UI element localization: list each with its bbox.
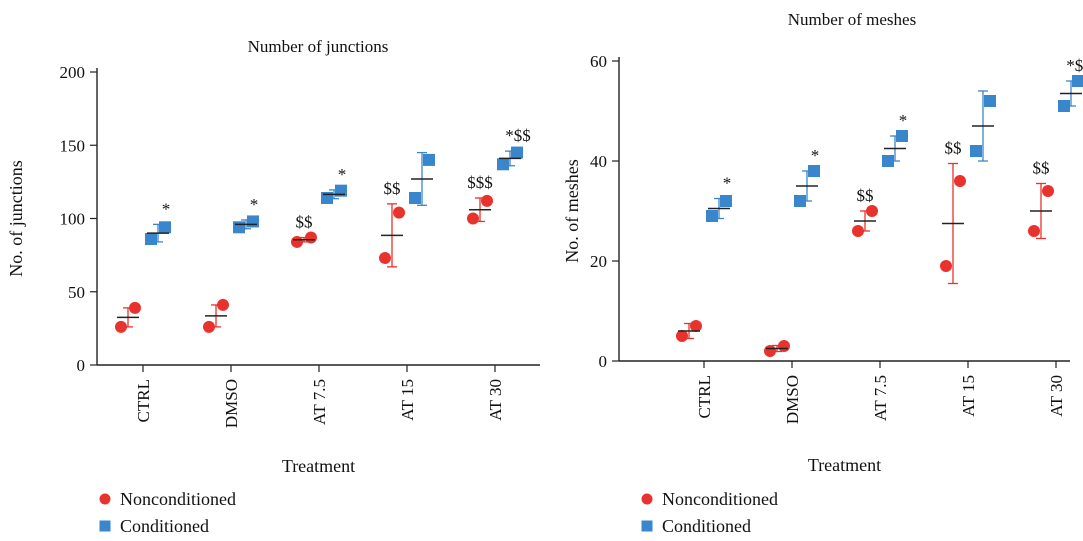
data-point [291, 235, 303, 248]
data-point [1058, 100, 1070, 112]
y-tick-label: 200 [60, 63, 86, 82]
x-tick-label: DMSO [222, 379, 241, 428]
data-point [247, 215, 259, 228]
data-point [305, 231, 317, 244]
significance-label: * [338, 165, 347, 184]
data-point [423, 153, 435, 166]
y-axis-label: No. of junctions [6, 160, 26, 277]
x-tick-label: AT 30 [1047, 375, 1066, 417]
data-point [882, 155, 894, 167]
data-point [145, 233, 157, 246]
legend-marker-square [641, 520, 653, 532]
x-tick-label: CTRL [695, 375, 714, 418]
data-point [467, 212, 479, 225]
data-point [203, 320, 215, 333]
legend-label-conditioned: Conditioned [120, 516, 209, 536]
data-point [764, 345, 776, 357]
data-point [497, 158, 509, 171]
data-point [778, 340, 790, 352]
significance-label: $$ [857, 186, 874, 205]
x-tick-label: AT 30 [486, 379, 505, 421]
data-point [233, 221, 245, 234]
legend: Nonconditioned Conditioned [641, 489, 778, 536]
y-tick-label: 0 [77, 356, 86, 375]
y-axis-label: No. of meshes [562, 159, 582, 262]
data-point [379, 252, 391, 265]
series-nonconditioned: $$ $$ $$ [676, 139, 1054, 357]
legend: Nonconditioned Conditioned [99, 489, 236, 536]
y-tick-label: 100 [60, 210, 86, 229]
chart-panel-1: Number of junctions 0 50 100 150 200 No. of ju… [6, 37, 540, 536]
data-point [690, 320, 702, 332]
data-point [1042, 185, 1054, 197]
data-point [794, 195, 806, 207]
legend-label-conditioned: Conditioned [662, 516, 751, 536]
series-conditioned: * * * *$$ [145, 126, 531, 246]
data-point [866, 205, 878, 217]
significance-label: $$ [945, 139, 962, 158]
significance-label: * [162, 199, 171, 218]
data-point [896, 130, 908, 142]
data-point [1028, 225, 1040, 237]
data-point [940, 260, 952, 272]
significance-label: *$$ [505, 126, 531, 145]
significance-label: * [723, 174, 732, 193]
data-point [720, 195, 732, 207]
data-point [970, 145, 982, 157]
series-conditioned: * * * *$$ [706, 56, 1083, 222]
legend-label-nonconditioned: Nonconditioned [662, 489, 778, 509]
significance-label: $$ [384, 179, 401, 198]
x-tick-label: AT 7.5 [871, 375, 890, 421]
chart-title: Number of meshes [788, 10, 916, 29]
chart-panel-2: Number of meshes 0 20 40 60 No. of meshes CTRL… [562, 10, 1083, 536]
data-point [984, 95, 996, 107]
legend-marker-square [99, 520, 111, 532]
x-axis-label: Treatment [282, 456, 355, 476]
y-tick-label: 40 [590, 152, 607, 171]
significance-label: * [899, 111, 908, 130]
y-tick-label: 20 [590, 252, 607, 271]
y-tick-label: 0 [599, 352, 608, 371]
data-point [852, 225, 864, 237]
data-point [1072, 75, 1083, 87]
x-axis-label: Treatment [808, 455, 881, 475]
data-point [129, 301, 141, 314]
data-point [115, 320, 127, 333]
significance-label: * [811, 146, 820, 165]
y-tick-label: 60 [590, 52, 607, 71]
y-tick-label: 50 [68, 283, 85, 302]
legend-label-nonconditioned: Nonconditioned [120, 489, 236, 509]
x-tick-label: CTRL [134, 379, 153, 422]
series-nonconditioned: $$$$ $$$ [115, 173, 493, 333]
data-point [808, 165, 820, 177]
data-point [409, 191, 421, 204]
significance-label: $$ [1033, 159, 1050, 178]
data-point [954, 175, 966, 187]
data-point [393, 206, 405, 219]
significance-label: *$$ [1066, 56, 1083, 75]
significance-label: $$$ [467, 173, 493, 192]
data-point [706, 210, 718, 222]
data-point [481, 194, 493, 207]
chart-title: Number of junctions [248, 37, 389, 56]
x-tick-label: AT 15 [959, 375, 978, 417]
legend-marker-circle [99, 493, 111, 505]
significance-label: * [250, 195, 259, 214]
data-point [217, 298, 229, 311]
x-tick-label: AT 7.5 [310, 379, 329, 425]
data-point [159, 221, 171, 234]
data-point [676, 330, 688, 342]
significance-label: $$ [296, 213, 313, 232]
x-tick-label: DMSO [783, 375, 802, 424]
x-tick-label: AT 15 [398, 379, 417, 421]
legend-marker-circle [641, 493, 653, 505]
y-tick-label: 150 [60, 136, 86, 155]
data-point [511, 146, 523, 159]
